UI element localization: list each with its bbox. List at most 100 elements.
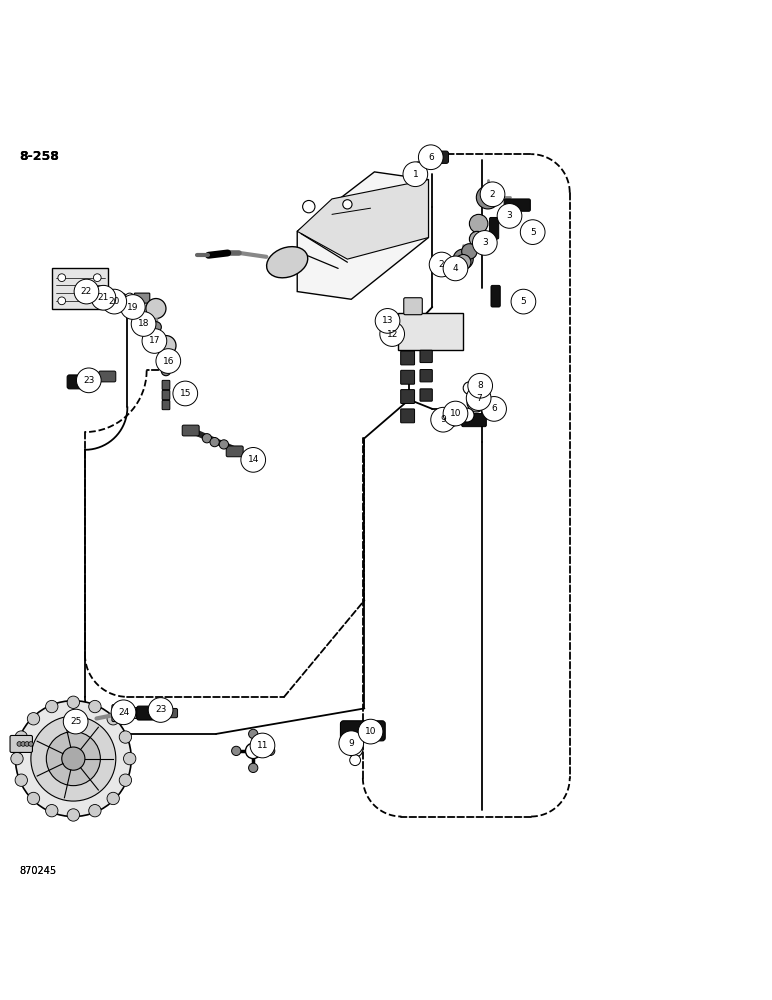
Circle shape (146, 299, 166, 319)
Circle shape (89, 805, 101, 817)
Polygon shape (297, 172, 428, 299)
Text: 12: 12 (387, 330, 398, 339)
FancyBboxPatch shape (401, 409, 415, 423)
Circle shape (414, 162, 423, 171)
Text: 21: 21 (98, 293, 109, 302)
Text: 870245: 870245 (19, 866, 56, 876)
Text: 4: 4 (452, 264, 459, 273)
Circle shape (58, 297, 66, 305)
Text: 1: 1 (412, 170, 418, 179)
FancyBboxPatch shape (420, 389, 432, 401)
Circle shape (480, 182, 505, 207)
Circle shape (107, 713, 120, 725)
Circle shape (124, 752, 136, 765)
FancyBboxPatch shape (137, 706, 164, 720)
FancyBboxPatch shape (420, 350, 432, 363)
Circle shape (219, 440, 229, 449)
FancyBboxPatch shape (491, 285, 500, 307)
Circle shape (110, 293, 119, 302)
Circle shape (249, 729, 258, 739)
Circle shape (131, 312, 156, 336)
Circle shape (469, 214, 488, 233)
Circle shape (497, 204, 522, 228)
Circle shape (431, 407, 455, 432)
Circle shape (460, 408, 474, 422)
Text: 7: 7 (476, 394, 482, 403)
Text: 9: 9 (440, 415, 446, 424)
Circle shape (161, 366, 171, 376)
Circle shape (161, 359, 171, 370)
Text: 23: 23 (155, 705, 166, 714)
FancyBboxPatch shape (99, 371, 116, 382)
Circle shape (89, 700, 101, 713)
Circle shape (210, 437, 219, 447)
Text: 6: 6 (491, 404, 497, 413)
Text: 6: 6 (428, 153, 434, 162)
Circle shape (241, 448, 266, 472)
Text: 8: 8 (477, 381, 483, 390)
Text: 20: 20 (109, 297, 120, 306)
Text: 15: 15 (180, 389, 191, 398)
Circle shape (443, 401, 468, 426)
FancyBboxPatch shape (134, 293, 150, 303)
Polygon shape (297, 180, 428, 259)
Text: 16: 16 (163, 357, 174, 366)
Circle shape (67, 696, 80, 708)
Circle shape (29, 742, 33, 746)
Circle shape (455, 255, 471, 270)
Text: 24: 24 (118, 708, 129, 717)
FancyBboxPatch shape (67, 375, 93, 389)
Circle shape (232, 746, 241, 756)
Text: 5: 5 (530, 228, 536, 237)
Circle shape (380, 322, 405, 346)
Text: 14: 14 (248, 455, 259, 464)
Circle shape (25, 742, 29, 746)
Circle shape (27, 792, 39, 805)
Text: 9: 9 (348, 739, 354, 748)
Circle shape (202, 434, 212, 443)
Circle shape (173, 381, 198, 406)
Circle shape (350, 755, 361, 766)
Circle shape (303, 200, 315, 213)
Circle shape (511, 289, 536, 314)
Text: 2: 2 (438, 260, 445, 269)
Circle shape (102, 289, 127, 314)
Circle shape (15, 731, 28, 743)
Circle shape (249, 763, 258, 773)
Circle shape (27, 713, 39, 725)
FancyBboxPatch shape (127, 708, 137, 718)
FancyBboxPatch shape (489, 217, 499, 239)
Text: 18: 18 (138, 319, 149, 328)
Text: 3: 3 (506, 211, 513, 220)
Text: 10: 10 (365, 727, 376, 736)
Circle shape (466, 386, 491, 410)
FancyBboxPatch shape (161, 708, 178, 718)
FancyBboxPatch shape (340, 721, 385, 741)
Circle shape (482, 397, 506, 421)
FancyBboxPatch shape (401, 351, 415, 365)
Circle shape (347, 742, 363, 757)
Text: 11: 11 (257, 741, 268, 750)
Circle shape (156, 336, 176, 356)
Circle shape (119, 731, 131, 743)
FancyBboxPatch shape (112, 705, 130, 722)
FancyBboxPatch shape (10, 735, 32, 752)
Circle shape (107, 792, 120, 805)
Circle shape (453, 249, 473, 269)
Circle shape (63, 709, 88, 734)
Text: 13: 13 (382, 316, 393, 325)
FancyBboxPatch shape (226, 446, 243, 457)
FancyBboxPatch shape (401, 370, 415, 384)
Circle shape (117, 293, 127, 302)
Circle shape (375, 309, 400, 333)
Circle shape (21, 742, 25, 746)
Circle shape (445, 413, 459, 427)
Circle shape (125, 293, 134, 302)
FancyBboxPatch shape (162, 400, 170, 410)
Circle shape (403, 162, 428, 187)
FancyBboxPatch shape (504, 199, 530, 211)
Circle shape (46, 700, 58, 713)
FancyBboxPatch shape (182, 425, 199, 436)
Circle shape (148, 698, 173, 722)
FancyBboxPatch shape (404, 298, 422, 315)
